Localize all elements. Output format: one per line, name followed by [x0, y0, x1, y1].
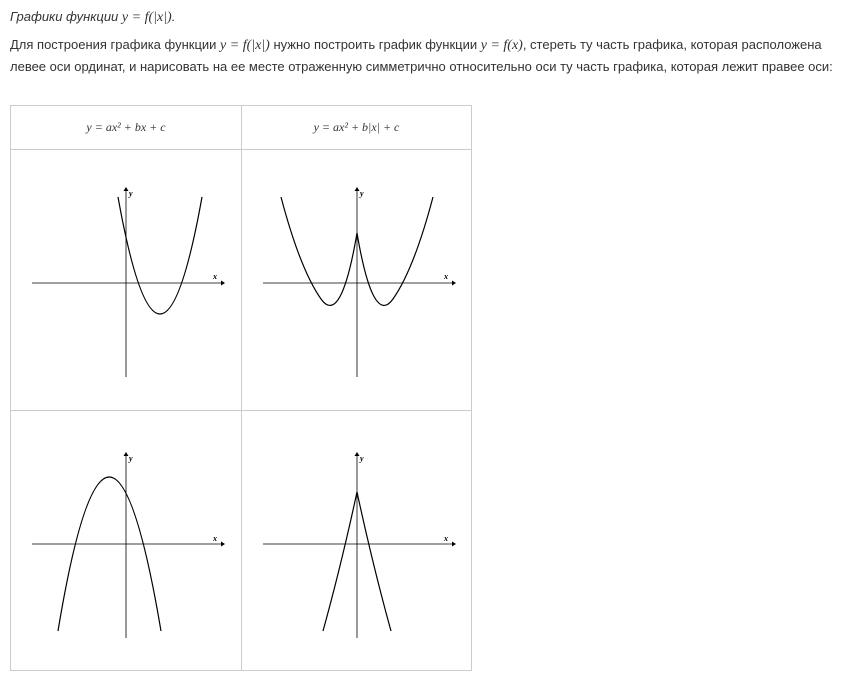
plot-w-shape: x y: [263, 187, 456, 377]
y-axis-arrow: [123, 187, 129, 191]
plot-cell-w-shape: x y: [242, 151, 471, 410]
plot-cell-downward-parabola: x y: [11, 411, 241, 670]
parabola-curve: [57, 476, 162, 632]
paragraph-text-3: , стереть ту часть графика, которая расп…: [10, 37, 833, 74]
header-formula-2: y = ax² + b|x| + c: [313, 120, 400, 134]
table-header-col2: y = ax² + b|x| + c: [242, 106, 471, 150]
paragraph-formula-1: y = f(|x|): [220, 38, 270, 53]
table-header-col1: y = ax² + bx + c: [11, 106, 241, 150]
x-axis-label: x: [443, 272, 448, 281]
plot-cell-upward-parabola: x y: [11, 151, 241, 410]
x-axis-label: x: [212, 534, 217, 543]
x-axis-label: x: [212, 272, 217, 281]
header-formula-1: y = ax² + bx + c: [86, 120, 166, 134]
y-axis-arrow: [354, 187, 360, 191]
y-axis-arrow: [354, 452, 360, 456]
peak-curve-left: [322, 491, 358, 632]
x-axis-arrow: [221, 541, 225, 547]
table-row-divider: [11, 410, 471, 411]
plot-cell-peak-shape: x y: [242, 411, 471, 670]
y-axis-arrow: [123, 452, 129, 456]
explanation-paragraph: Для построения графика функции y = f(|x|…: [10, 34, 845, 77]
w-curve-right: [356, 196, 434, 306]
plot-upward-parabola: x y: [32, 187, 225, 377]
paragraph-text-2: нужно построить график функции: [269, 37, 481, 52]
y-axis-label: y: [128, 189, 133, 198]
title-formula: y = f(|x|): [121, 10, 172, 25]
peak-curve-right: [356, 491, 392, 632]
y-axis-label: y: [128, 454, 133, 463]
paragraph-formula-2: y = f(x): [480, 38, 523, 53]
parabola-curve: [117, 196, 203, 315]
w-curve-left: [280, 196, 358, 306]
paragraph-text-1: Для построения графика функции: [10, 37, 221, 52]
x-axis-arrow: [452, 541, 456, 547]
table-column-divider: [241, 106, 242, 670]
x-axis-arrow: [452, 280, 456, 286]
plot-downward-parabola: x y: [32, 452, 225, 638]
graphs-table: y = ax² + bx + c y = ax² + b|x| + c x y …: [10, 105, 472, 671]
plot-peak-shape: x y: [263, 452, 456, 638]
section-title: Графики функции y = f(|x|).: [10, 9, 175, 26]
y-axis-label: y: [359, 189, 364, 198]
title-prefix: Графики функции: [10, 9, 122, 24]
x-axis-label: x: [443, 534, 448, 543]
x-axis-arrow: [221, 280, 225, 286]
title-suffix: .: [171, 9, 176, 24]
y-axis-label: y: [359, 454, 364, 463]
